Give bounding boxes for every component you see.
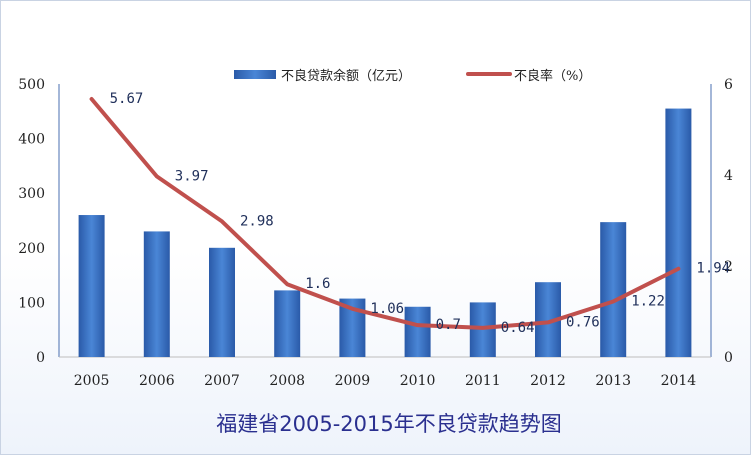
line-label-2005: 5.67	[110, 91, 144, 107]
left-tick-label: 200	[18, 241, 45, 257]
legend: 不良贷款余额（亿元） 不良率（%）	[234, 68, 591, 84]
bar-2006	[143, 231, 170, 357]
x-tick-label: 2010	[400, 373, 436, 389]
bar-2007	[209, 247, 235, 357]
x-tick-label: 2008	[269, 373, 305, 389]
x-tick-label: 2011	[465, 373, 501, 389]
legend-label-bars: 不良贷款余额（亿元）	[281, 68, 411, 84]
bar-2014	[665, 108, 692, 357]
line-label-2011: 0.64	[501, 320, 535, 336]
left-axis-ticks: 0 100 200 300 400 500	[18, 77, 45, 366]
x-tick-label: 2009	[335, 373, 371, 389]
legend-label-line: 不良率（%）	[514, 68, 591, 84]
line-point-2005	[90, 97, 94, 101]
line-point-2012	[546, 320, 550, 324]
line-series	[89, 97, 681, 330]
line-label-2012: 0.76	[566, 314, 600, 330]
line-point-2007	[220, 219, 224, 223]
line-label-2014: 1.94	[696, 261, 730, 277]
right-tick-label: 2	[724, 259, 733, 275]
line-point-2009	[350, 307, 354, 311]
chart-title: 福建省2005-2015年不良贷款趋势图	[216, 412, 561, 436]
right-axis-ticks: 0 2 4 6	[724, 77, 733, 366]
legend-swatch-bars	[234, 70, 276, 79]
line-label-2010: 0.7	[436, 317, 461, 333]
line-point-2006	[155, 174, 159, 178]
x-tick-label: 2006	[139, 373, 175, 389]
line-label-2013: 1.22	[631, 293, 665, 309]
x-tick-label: 2014	[661, 373, 697, 389]
line-point-2011	[481, 326, 485, 330]
line-label-2006: 3.97	[175, 168, 209, 184]
line-label-2009: 1.06	[370, 301, 404, 317]
x-axis-ticks: 2005 2006 2007 2008 2009 2010 2011 2012 2013 2014	[74, 373, 697, 389]
bar-2008	[274, 290, 301, 357]
bar-2013	[600, 222, 627, 357]
line-point-2010	[416, 323, 420, 327]
line-label-2007: 2.98	[240, 213, 274, 229]
line-path	[89, 97, 681, 330]
line-point-2013	[611, 299, 615, 303]
x-tick-label: 2007	[204, 373, 240, 389]
left-tick-label: 300	[18, 186, 45, 202]
line-point-2014	[676, 267, 680, 271]
bar-2005	[78, 215, 105, 357]
line-data-labels: 5.67 3.97 2.98 1.6 1.06 0.7 0.64 0.76 1.22 1.94	[110, 91, 731, 336]
left-tick-label: 500	[18, 77, 45, 93]
x-tick-label: 2013	[595, 373, 631, 389]
left-tick-label: 0	[36, 350, 45, 366]
line-label-2008: 1.6	[305, 276, 330, 292]
left-tick-label: 100	[18, 295, 45, 311]
bar-series	[78, 108, 692, 357]
right-tick-label: 6	[724, 77, 733, 93]
right-tick-label: 0	[724, 350, 733, 366]
left-tick-label: 400	[18, 132, 45, 148]
x-tick-label: 2005	[74, 373, 110, 389]
bar-2010	[404, 306, 431, 357]
x-tick-label: 2012	[530, 373, 566, 389]
right-tick-label: 4	[724, 168, 733, 184]
line-point-2008	[285, 282, 289, 286]
